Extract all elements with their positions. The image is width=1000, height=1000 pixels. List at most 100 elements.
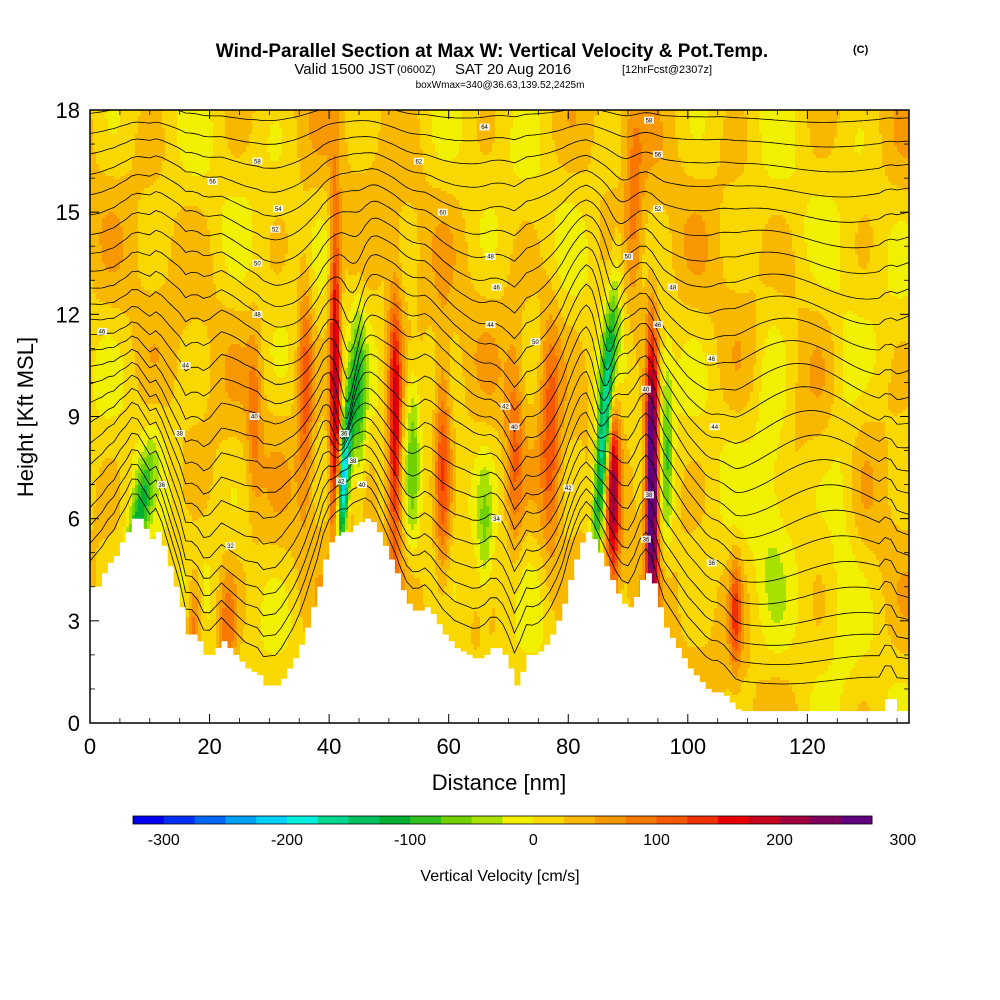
w-cell — [135, 248, 139, 252]
w-cell — [99, 119, 103, 123]
w-cell — [150, 206, 154, 210]
w-cell — [93, 359, 97, 363]
w-cell — [99, 560, 103, 564]
w-cell — [105, 545, 109, 549]
w-cell — [144, 251, 148, 255]
w-cell — [138, 461, 142, 465]
w-cell — [150, 200, 154, 204]
w-cell — [114, 470, 118, 474]
w-cell — [156, 317, 160, 321]
w-cell — [153, 314, 157, 318]
w-cell — [135, 470, 139, 474]
w-cell — [126, 305, 130, 309]
w-cell — [120, 170, 124, 174]
w-cell — [93, 497, 97, 501]
w-cell — [111, 521, 115, 525]
w-cell — [144, 173, 148, 177]
w-cell — [117, 425, 121, 429]
w-cell — [132, 293, 136, 297]
w-cell — [111, 131, 115, 135]
w-cell — [102, 563, 106, 567]
w-cell — [147, 326, 151, 330]
w-cell — [144, 134, 148, 138]
w-cell — [141, 413, 145, 417]
w-cell — [141, 401, 145, 405]
w-cell — [105, 350, 109, 354]
w-cell — [93, 464, 97, 468]
w-cell — [126, 401, 130, 405]
w-cell — [120, 374, 124, 378]
w-cell — [138, 482, 142, 486]
w-cell — [141, 386, 145, 390]
w-cell — [129, 323, 133, 327]
w-cell — [153, 524, 157, 528]
w-cell — [159, 179, 163, 183]
w-cell — [132, 215, 136, 219]
w-cell — [93, 242, 97, 246]
w-cell — [129, 182, 133, 186]
w-cell — [135, 506, 139, 510]
w-cell — [144, 284, 148, 288]
w-cell — [93, 146, 97, 150]
w-cell — [99, 377, 103, 381]
w-cell — [93, 494, 97, 498]
w-cell — [99, 185, 103, 189]
w-cell — [105, 311, 109, 315]
w-cell — [150, 335, 154, 339]
w-cell — [144, 359, 148, 363]
w-cell — [144, 365, 148, 369]
w-cell — [117, 116, 121, 120]
w-cell — [126, 341, 130, 345]
w-cell — [144, 470, 148, 474]
w-cell — [111, 434, 115, 438]
w-cell — [114, 317, 118, 321]
w-cell — [102, 125, 106, 129]
w-cell — [144, 455, 148, 459]
w-cell — [114, 257, 118, 261]
w-cell — [120, 377, 124, 381]
w-cell — [132, 290, 136, 294]
w-cell — [126, 281, 130, 285]
w-cell — [126, 164, 130, 168]
w-cell — [162, 128, 166, 132]
w-cell — [105, 416, 109, 420]
w-cell — [96, 500, 100, 504]
w-cell — [99, 362, 103, 366]
w-cell — [162, 203, 166, 207]
w-cell — [96, 485, 100, 489]
w-cell — [156, 206, 160, 210]
w-cell — [93, 215, 97, 219]
w-cell — [132, 482, 136, 486]
w-cell — [120, 284, 124, 288]
w-cell — [123, 503, 127, 507]
w-cell — [105, 179, 109, 183]
w-cell — [150, 113, 154, 117]
w-cell — [141, 224, 145, 228]
w-cell — [120, 419, 124, 423]
w-cell — [102, 494, 106, 498]
w-cell — [111, 125, 115, 129]
w-cell — [159, 266, 163, 270]
w-cell — [144, 224, 148, 228]
w-cell — [120, 305, 124, 309]
w-cell — [153, 386, 157, 390]
w-cell — [120, 176, 124, 180]
w-cell — [117, 170, 121, 174]
w-cell — [102, 269, 106, 273]
w-cell — [141, 377, 145, 381]
w-cell — [135, 491, 139, 495]
w-cell — [126, 476, 130, 480]
w-cell — [150, 440, 154, 444]
w-cell — [147, 212, 151, 216]
w-cell — [138, 278, 142, 282]
w-cell — [108, 188, 112, 192]
w-cell — [120, 164, 124, 168]
w-cell — [102, 500, 106, 504]
w-cell — [129, 290, 133, 294]
w-cell — [144, 278, 148, 282]
w-cell — [90, 545, 94, 549]
w-cell — [114, 443, 118, 447]
w-cell — [141, 455, 145, 459]
w-cell — [105, 278, 109, 282]
w-cell — [96, 146, 100, 150]
